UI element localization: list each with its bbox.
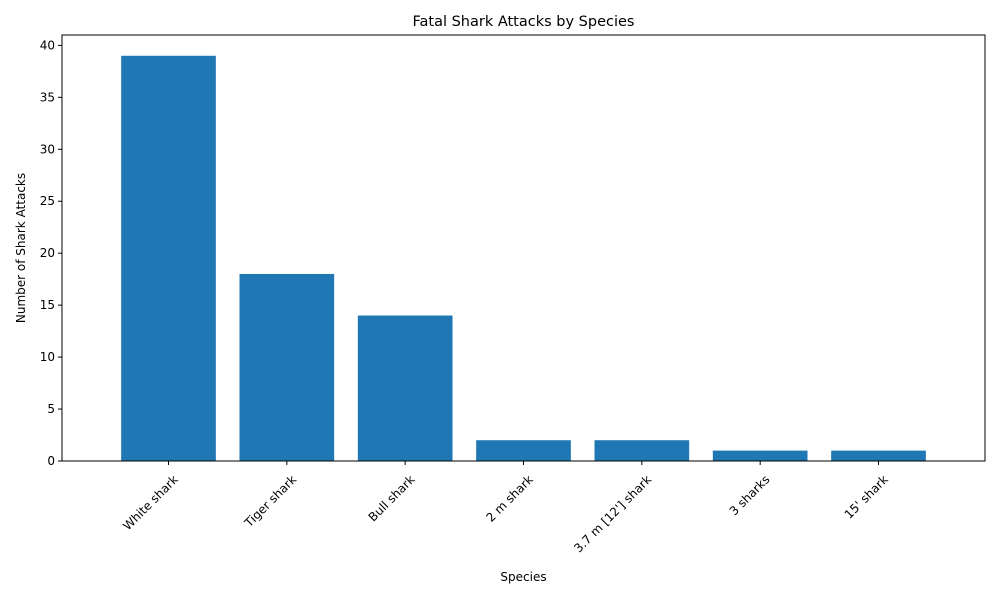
x-tick-label: 15' shark bbox=[842, 472, 891, 521]
bar-1 bbox=[239, 273, 335, 461]
x-tick-label: Tiger shark bbox=[241, 472, 299, 530]
bar-6 bbox=[831, 450, 926, 461]
y-tick-label: 35 bbox=[40, 90, 55, 104]
y-tick-label: 10 bbox=[40, 350, 55, 364]
bar-4 bbox=[594, 440, 690, 461]
x-axis: White shark Tiger shark Bull shark 2 m shar… bbox=[120, 461, 891, 555]
y-tick-label: 25 bbox=[40, 194, 55, 208]
y-tick-label: 30 bbox=[40, 142, 55, 156]
chart-title: Fatal Shark Attacks by Species bbox=[412, 14, 634, 30]
x-axis-title: Species bbox=[500, 570, 546, 584]
bar-0 bbox=[121, 55, 216, 461]
y-tick-label: 20 bbox=[40, 246, 55, 260]
x-tick-label: White shark bbox=[120, 472, 181, 533]
x-tick-label: 3 sharks bbox=[727, 472, 773, 518]
bar-5 bbox=[712, 450, 808, 461]
y-axis: 0 5 10 15 20 25 30 35 40 bbox=[40, 38, 62, 468]
bar-2 bbox=[357, 315, 453, 461]
y-tick-label: 5 bbox=[47, 402, 55, 416]
bar-3 bbox=[476, 440, 571, 461]
y-axis-title: Number of Shark Attacks bbox=[14, 173, 28, 323]
y-tick-label: 0 bbox=[47, 454, 55, 468]
x-tick-label: 3.7 m [12'] shark bbox=[571, 472, 654, 555]
x-tick-label: 2 m shark bbox=[483, 472, 535, 524]
plot-area bbox=[121, 55, 926, 461]
y-tick-label: 40 bbox=[40, 38, 55, 52]
x-tick-label: Bull shark bbox=[366, 472, 418, 524]
y-tick-label: 15 bbox=[40, 298, 55, 312]
